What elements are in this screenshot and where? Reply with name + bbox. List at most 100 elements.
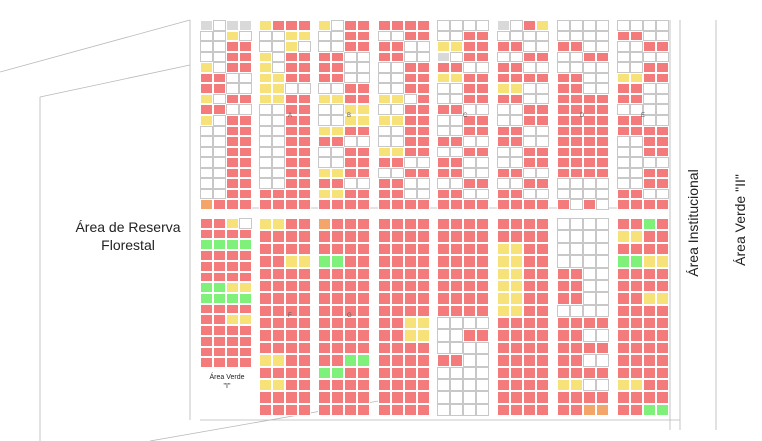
lot-cell[interactable] [643, 341, 656, 355]
lot-cell[interactable] [630, 30, 643, 42]
lot-cell[interactable] [463, 30, 476, 42]
lot-cell[interactable] [285, 391, 298, 404]
lot-cell[interactable] [213, 83, 226, 94]
lot-cell[interactable] [200, 239, 213, 251]
lot-cell[interactable] [463, 20, 476, 31]
lot-cell[interactable] [259, 354, 272, 367]
lot-cell[interactable] [510, 51, 523, 63]
lot-cell[interactable] [331, 329, 344, 342]
lot-cell[interactable] [298, 115, 311, 126]
lot-cell[interactable] [331, 136, 344, 147]
lot-cell[interactable] [497, 83, 510, 94]
lot-cell[interactable] [536, 341, 549, 355]
lot-cell[interactable] [583, 178, 596, 189]
lot-cell[interactable] [497, 188, 510, 200]
lot-cell[interactable] [583, 403, 596, 416]
lot-cell[interactable] [643, 188, 656, 200]
lot-cell[interactable] [523, 279, 536, 293]
lot-cell[interactable] [378, 255, 391, 268]
lot-cell[interactable] [285, 366, 298, 379]
lot-cell[interactable] [331, 292, 344, 305]
lot-cell[interactable] [213, 136, 226, 147]
lot-cell[interactable] [318, 41, 331, 52]
lot-cell[interactable] [259, 20, 272, 31]
lot-cell[interactable] [643, 20, 656, 31]
lot-cell[interactable] [344, 115, 357, 126]
lot-cell[interactable] [596, 178, 609, 189]
lot-cell[interactable] [404, 317, 417, 330]
lot-cell[interactable] [357, 230, 370, 243]
lot-cell[interactable] [200, 282, 213, 293]
lot-cell[interactable] [450, 115, 463, 126]
lot-cell[interactable] [497, 72, 510, 84]
lot-cell[interactable] [344, 157, 357, 168]
lot-cell[interactable] [463, 115, 476, 126]
lot-cell[interactable] [213, 41, 226, 52]
lot-cell[interactable] [617, 292, 630, 305]
lot-cell[interactable] [391, 329, 404, 342]
lot-cell[interactable] [630, 93, 643, 105]
lot-cell[interactable] [570, 267, 583, 280]
lot-cell[interactable] [272, 115, 285, 126]
lot-cell[interactable] [259, 62, 272, 73]
lot-cell[interactable] [200, 83, 213, 94]
lot-cell[interactable] [259, 292, 272, 305]
lot-cell[interactable] [570, 188, 583, 200]
lot-cell[interactable] [450, 279, 463, 293]
lot-cell[interactable] [536, 83, 549, 94]
lot-cell[interactable] [213, 314, 226, 326]
lot-cell[interactable] [318, 104, 331, 115]
lot-cell[interactable] [298, 304, 311, 317]
lot-cell[interactable] [510, 72, 523, 84]
lot-cell[interactable] [596, 115, 609, 126]
lot-cell[interactable] [630, 115, 643, 126]
lot-cell[interactable] [331, 188, 344, 200]
lot-cell[interactable] [596, 267, 609, 280]
lot-cell[interactable] [497, 218, 510, 231]
lot-cell[interactable] [239, 239, 252, 251]
lot-cell[interactable] [510, 329, 523, 342]
lot-cell[interactable] [583, 188, 596, 200]
lot-cell[interactable] [596, 167, 609, 179]
lot-cell[interactable] [570, 255, 583, 268]
lot-cell[interactable] [476, 167, 489, 179]
lot-cell[interactable] [476, 178, 489, 189]
lot-cell[interactable] [285, 136, 298, 147]
lot-cell[interactable] [510, 317, 523, 330]
lot-cell[interactable] [450, 178, 463, 189]
lot-cell[interactable] [226, 72, 239, 84]
lot-cell[interactable] [239, 115, 252, 126]
lot-cell[interactable] [450, 146, 463, 158]
lot-cell[interactable] [437, 391, 450, 404]
lot-cell[interactable] [583, 115, 596, 126]
lot-cell[interactable] [239, 271, 252, 283]
lot-cell[interactable] [331, 20, 344, 31]
lot-cell[interactable] [391, 188, 404, 200]
lot-cell[interactable] [643, 115, 656, 126]
lot-cell[interactable] [557, 20, 570, 31]
lot-cell[interactable] [617, 354, 630, 367]
lot-cell[interactable] [200, 146, 213, 158]
lot-cell[interactable] [344, 188, 357, 200]
lot-cell[interactable] [570, 329, 583, 342]
lot-cell[interactable] [523, 136, 536, 147]
lot-cell[interactable] [213, 104, 226, 115]
lot-cell[interactable] [272, 279, 285, 293]
lot-cell[interactable] [536, 403, 549, 416]
lot-cell[interactable] [523, 391, 536, 404]
lot-cell[interactable] [298, 292, 311, 305]
lot-cell[interactable] [391, 30, 404, 42]
lot-cell[interactable] [476, 188, 489, 200]
lot-cell[interactable] [570, 354, 583, 367]
lot-cell[interactable] [417, 304, 430, 317]
lot-cell[interactable] [656, 317, 669, 330]
lot-cell[interactable] [259, 72, 272, 84]
lot-cell[interactable] [239, 228, 252, 240]
lot-cell[interactable] [200, 325, 213, 336]
lot-cell[interactable] [226, 51, 239, 63]
lot-cell[interactable] [437, 366, 450, 379]
lot-cell[interactable] [450, 230, 463, 243]
lot-cell[interactable] [630, 317, 643, 330]
lot-cell[interactable] [536, 51, 549, 63]
lot-cell[interactable] [596, 104, 609, 115]
